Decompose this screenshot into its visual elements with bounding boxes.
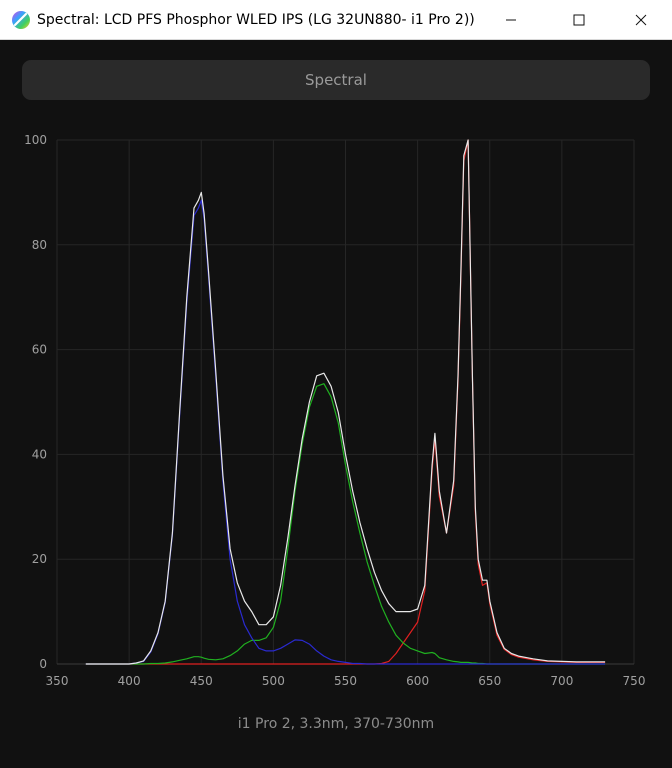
y-tick-label: 100 xyxy=(24,133,47,147)
x-tick-label: 650 xyxy=(478,674,501,688)
color-wheel-icon xyxy=(12,11,30,29)
x-tick-label: 600 xyxy=(406,674,429,688)
y-tick-label: 40 xyxy=(32,447,47,461)
minimize-button[interactable] xyxy=(488,0,534,39)
y-tick-label: 80 xyxy=(32,238,47,252)
y-tick-label: 20 xyxy=(32,552,47,566)
red-channel-line xyxy=(85,139,606,665)
window-content: Spectral 350 400 450 500 550 600 650 700 750 0 20 4… xyxy=(0,40,672,768)
x-tick-label: 750 xyxy=(623,674,646,688)
x-tick-label: 350 xyxy=(46,674,69,688)
window-title: Spectral: LCD PFS Phosphor WLED IPS (LG … xyxy=(37,12,475,28)
chart-grid xyxy=(56,139,635,665)
spectral-mode-button[interactable]: Spectral xyxy=(22,60,650,100)
close-button[interactable] xyxy=(618,0,664,39)
y-tick-label: 60 xyxy=(32,343,47,357)
close-icon xyxy=(635,14,647,25)
x-tick-label: 400 xyxy=(118,674,141,688)
y-tick-label: 0 xyxy=(39,657,47,671)
spectral-chart: 350 400 450 500 550 600 650 700 750 0 20 40 60 80 100 xyxy=(24,133,645,688)
total-spectrum-line xyxy=(85,139,606,665)
maximize-button[interactable] xyxy=(556,0,602,39)
chart-ticks: 350 400 450 500 550 600 650 700 750 0 20 40 60 80 100 xyxy=(24,133,645,688)
x-tick-label: 700 xyxy=(550,674,573,688)
x-tick-label: 450 xyxy=(190,674,213,688)
instrument-label: i1 Pro 2, 3.3nm, 370-730nm xyxy=(237,716,435,732)
maximize-icon xyxy=(573,14,585,25)
window-titlebar: Spectral: LCD PFS Phosphor WLED IPS (LG … xyxy=(0,0,672,40)
minimize-icon xyxy=(506,19,516,20)
x-tick-label: 550 xyxy=(334,674,357,688)
x-tick-label: 500 xyxy=(262,674,285,688)
chart-series xyxy=(85,139,606,665)
